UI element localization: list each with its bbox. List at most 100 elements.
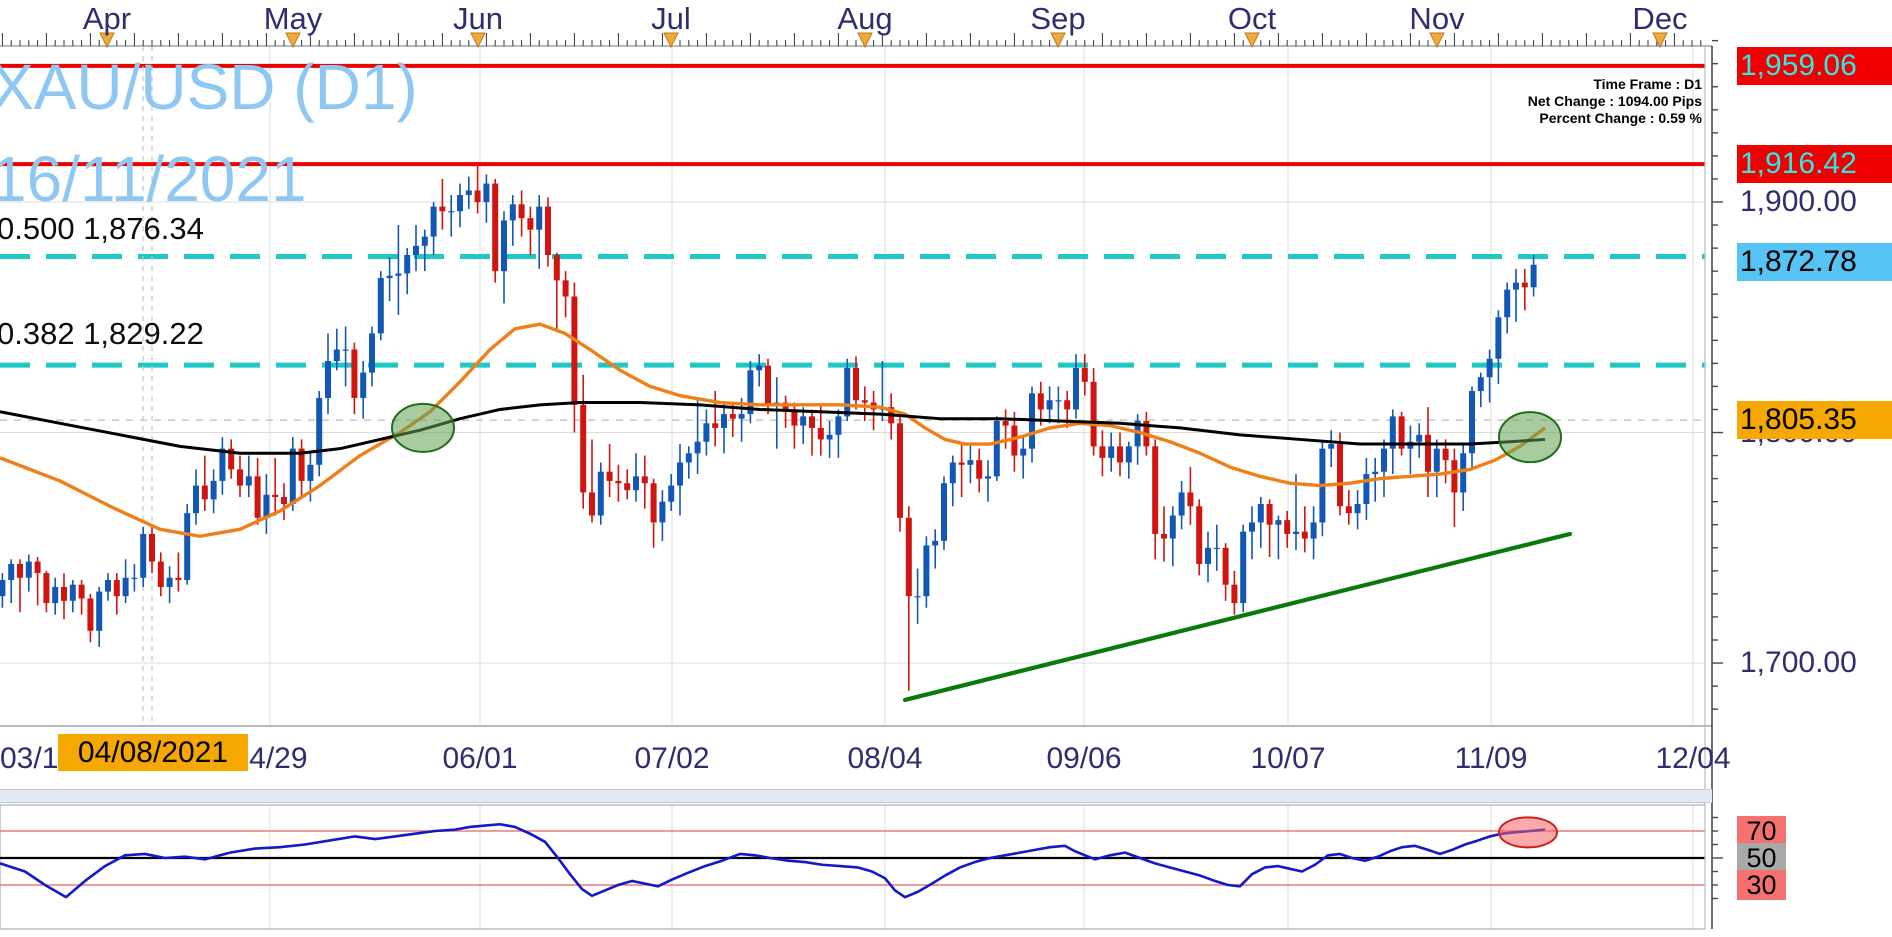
info-net-change: Net Change : 1094.00 Pips — [1527, 93, 1702, 109]
month-marker-arrow — [857, 32, 873, 49]
candle-body — [1213, 547, 1220, 549]
candle-body — [536, 206, 543, 230]
candle-body — [580, 404, 587, 493]
candle-body — [589, 492, 595, 516]
time-axis-date-label[interactable]: 12/04 — [1655, 742, 1731, 775]
candle-body — [1381, 448, 1387, 472]
month-marker-arrow — [99, 32, 115, 49]
candle-body — [8, 563, 15, 581]
time-axis-date-label[interactable]: 11/09 — [1454, 742, 1528, 775]
candle-body — [703, 423, 710, 442]
candle-body — [333, 349, 340, 362]
candle-body — [421, 236, 428, 246]
candle-body — [413, 245, 419, 256]
candle-body — [729, 414, 736, 419]
time-axis-date-label[interactable]: 09/06 — [1046, 742, 1122, 775]
candle-body — [457, 195, 463, 212]
symbol-title: XAU/USD (D1) — [0, 51, 418, 123]
candle-body — [1046, 400, 1053, 410]
price-axis-label[interactable]: 1,959.06 — [1737, 47, 1892, 85]
candle-body — [1055, 400, 1062, 402]
candle-body — [1398, 416, 1405, 449]
candle-body — [69, 584, 76, 601]
fib-level-382-label: 0.382 1,829.22 — [0, 316, 204, 351]
candle-body — [817, 427, 824, 440]
info-box: Time Frame : D1 Net Change : 1094.00 Pip… — [1528, 76, 1702, 127]
candle-body — [1187, 492, 1194, 507]
month-marker-arrow — [1652, 32, 1668, 49]
candle-body — [553, 255, 560, 281]
time-axis-month-label: Dec — [1632, 1, 1688, 36]
candle-body — [1284, 520, 1291, 534]
candle-body — [360, 372, 367, 398]
candle-body — [1460, 453, 1467, 493]
candle-body — [325, 361, 331, 398]
candle-body — [157, 561, 164, 587]
month-marker-arrow — [470, 32, 486, 49]
candle-body — [615, 480, 622, 484]
panel-splitter[interactable] — [0, 789, 1712, 803]
candle-body — [1020, 448, 1027, 456]
candle-body — [1293, 531, 1299, 534]
month-marker-arrow — [285, 32, 301, 49]
time-axis-date-label[interactable]: 10/07 — [1250, 742, 1326, 775]
candle-body — [281, 497, 287, 504]
rsi-level-label: 50 — [1737, 843, 1786, 873]
candle-body — [545, 206, 551, 256]
candle-body — [1451, 460, 1458, 493]
candle-body — [245, 476, 252, 486]
candle-body — [113, 580, 120, 597]
time-axis-date-label[interactable]: 06/01 — [442, 742, 518, 775]
time-axis-date-label[interactable]: 07/02 — [634, 742, 710, 775]
time-axis-month-label: May — [263, 1, 323, 36]
rsi-highlight-ellipse — [1498, 816, 1558, 849]
candle-body — [342, 349, 349, 351]
candle-body — [149, 533, 155, 562]
candle-body — [1521, 282, 1528, 288]
candle-body — [430, 206, 437, 237]
candle-body — [571, 296, 578, 405]
candle-body — [633, 476, 639, 491]
candle-body — [993, 420, 1000, 477]
rsi-level-label: 30 — [1737, 870, 1786, 900]
candle-body — [184, 513, 191, 581]
annotation-ellipses — [391, 402, 1562, 849]
candle-body — [0, 580, 6, 597]
candle-body — [527, 218, 534, 230]
price-axis-label[interactable]: 1,805.35 — [1737, 401, 1892, 439]
candle-body — [1196, 506, 1203, 564]
candle-body — [1099, 446, 1106, 458]
price-axis-label[interactable]: 1,900.00 — [1740, 185, 1857, 218]
candle-body — [105, 580, 111, 592]
time-axis-date-label[interactable]: 08/04 — [847, 742, 923, 775]
candle-body — [1337, 444, 1343, 507]
marked-date-vlines — [142, 46, 153, 726]
candle-body — [694, 441, 701, 454]
price-axis-label[interactable]: 1,916.42 — [1737, 145, 1892, 183]
candle-body — [853, 367, 859, 401]
ma-fast-orange — [0, 322, 1547, 538]
candle-body — [386, 275, 393, 279]
candle-body — [1310, 522, 1317, 539]
candle-body — [562, 280, 569, 297]
price-axis-label[interactable]: 1,872.78 — [1737, 243, 1892, 281]
candle-body — [941, 483, 947, 541]
candle-body — [1504, 289, 1511, 318]
time-axis-month-label: Nov — [1409, 1, 1465, 36]
candle-body — [43, 573, 50, 604]
chart-date-label: 16/11/2021 — [0, 143, 307, 215]
candle-body — [25, 561, 32, 578]
price-axis-label[interactable]: 1,700.00 — [1740, 646, 1857, 679]
candle-body — [1354, 503, 1361, 514]
candle-body — [1495, 317, 1502, 359]
support-trendline — [902, 531, 1573, 703]
candle-body — [1231, 584, 1238, 604]
candle-body — [958, 462, 965, 465]
candle-body — [1425, 434, 1431, 472]
candle-body — [677, 462, 683, 486]
candle-body — [685, 453, 692, 463]
candle-body — [1011, 425, 1018, 456]
month-marker-arrow — [663, 32, 679, 49]
